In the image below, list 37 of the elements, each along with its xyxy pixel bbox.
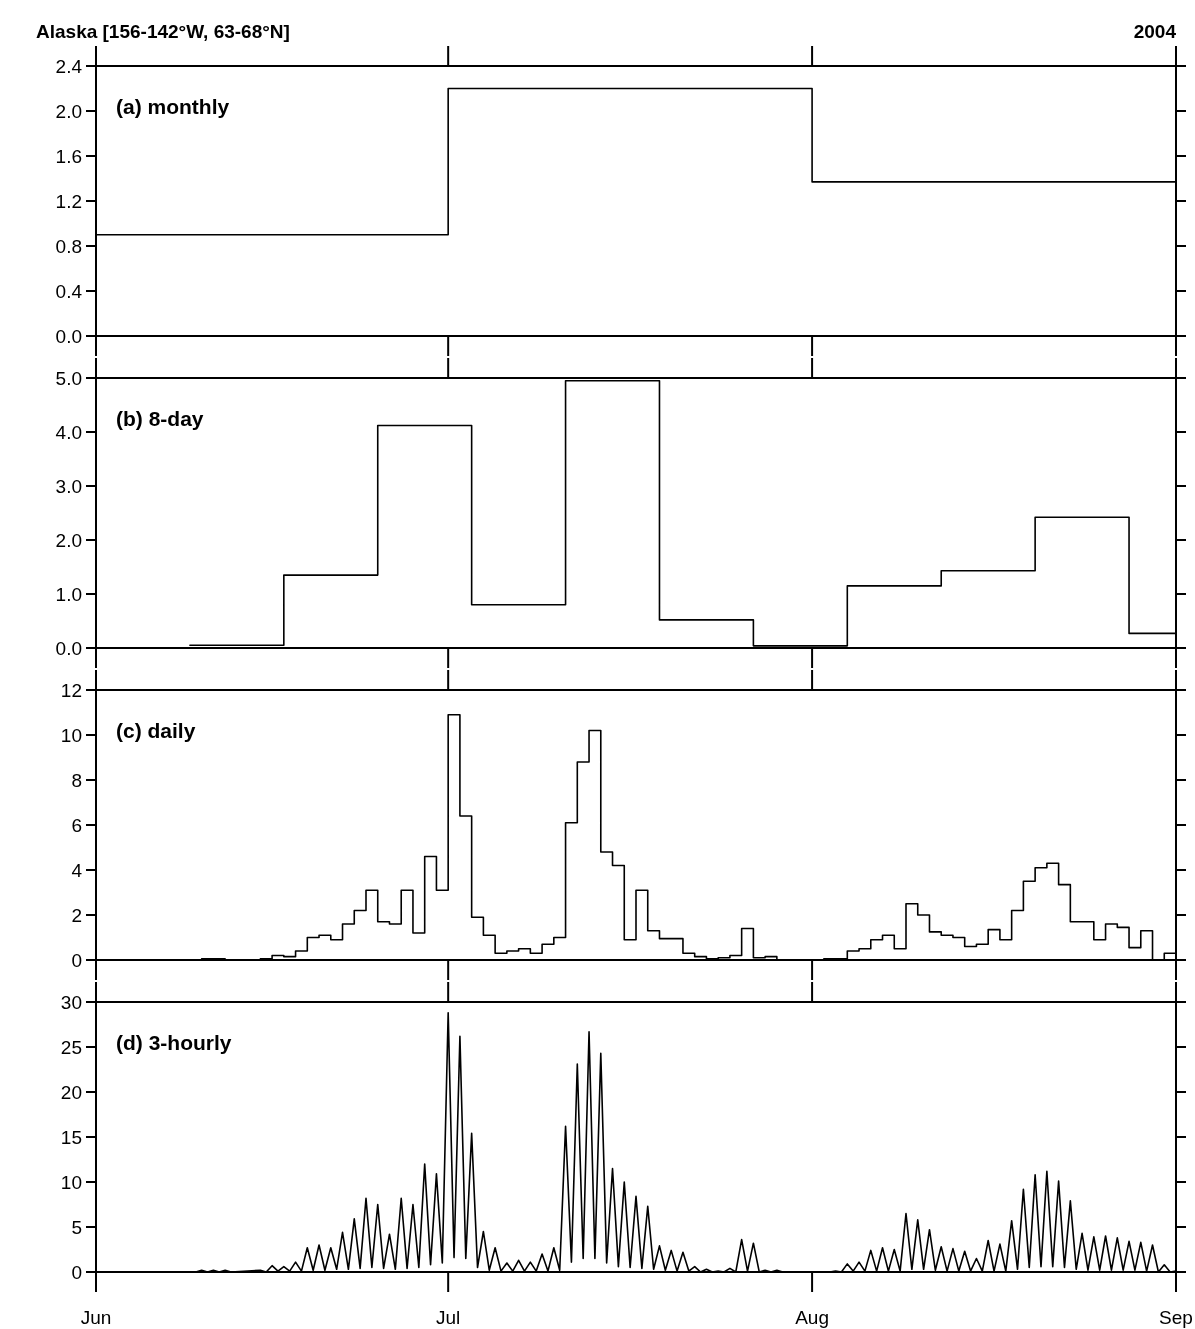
x-tick-label: Aug [795,1307,829,1328]
y-tick-label: 20 [60,1081,82,1103]
x-tick-label: Jul [436,1307,461,1328]
y-tick-label: 25 [60,1036,82,1058]
y-tick-label: 5 [71,1216,82,1238]
y-tick-label: 1.0 [55,583,82,605]
y-tick-label: 3.0 [55,475,82,497]
y-tick-label: 2 [71,904,82,926]
annotation: (c) daily [116,719,196,742]
y-tick-label: 2.0 [55,100,82,122]
y-tick-label: 1.2 [55,190,82,212]
y-tick-label: 0.4 [55,280,83,302]
y-tick-label: 10 [60,724,82,746]
y-tick-label: 8 [71,769,82,791]
annotation: (b) 8-day [116,407,204,430]
y-tick-label: 30 [60,991,82,1013]
x-tick-label: Jun [80,1307,112,1328]
y-tick-label: 4 [71,859,83,881]
y-tick-label: 6 [71,814,82,836]
y-tick-label: 2.4 [55,55,83,77]
y-tick-label: 0 [71,1261,82,1283]
y-tick-label: 1.6 [55,145,82,167]
y-tick-label: 0.8 [55,235,82,257]
y-tick-label: 2.0 [55,529,82,551]
y-tick-label: 4.0 [55,421,82,443]
y-tick-label: 10 [60,1171,82,1193]
x-tick-label: Sep [1159,1307,1193,1328]
y-tick-label: 15 [60,1126,82,1148]
annotation: (a) monthly [116,95,230,118]
annotation: (d) 3-hourly [116,1031,232,1054]
y-tick-label: 0.0 [55,637,82,659]
y-tick-label: 5.0 [55,367,82,389]
y-tick-label: 12 [60,679,82,701]
y-tick-label: 0 [71,949,82,971]
chart-subtitle: 2004 [1133,21,1177,42]
chart-title: Alaska [156-142°W, 63-68°N] [36,21,290,42]
y-tick-label: 0.0 [55,325,82,347]
